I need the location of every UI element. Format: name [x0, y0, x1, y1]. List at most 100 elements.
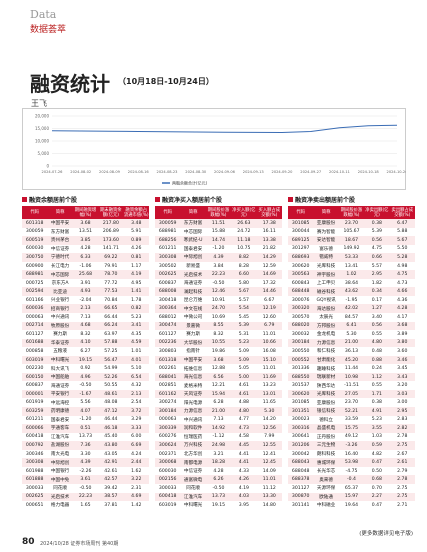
cell: 6.27: [80, 348, 91, 354]
cell: 13.38: [256, 236, 282, 245]
table-row: 688012 中微公司 10.69 5.45 12.60: [155, 313, 282, 322]
cell: 银信科技: [313, 407, 339, 416]
cell: 正丹股份: [316, 434, 336, 440]
cell: -0.50: [79, 383, 92, 389]
table-row: 000725 京东方A 3.91 77.72 4.95: [22, 279, 149, 288]
column-header: 代码: [22, 206, 48, 219]
cell: 4.82: [371, 451, 382, 457]
cell: 2.95: [364, 270, 390, 279]
cell: 5.23: [371, 417, 382, 423]
cell: 11.01: [262, 331, 276, 337]
cell: 2.71: [397, 502, 408, 508]
cell: 和仁科技: [316, 349, 336, 355]
cell: 14.29: [256, 253, 282, 262]
cell: 000063: [158, 417, 177, 423]
cell: 3.80: [389, 338, 415, 348]
cell: -11.51: [344, 383, 359, 389]
cell: 5.80: [238, 280, 249, 286]
table-row: 002625 光启技术 22.23 6.60 14.69: [155, 270, 282, 279]
cell: 15.97: [338, 492, 365, 502]
cell: 2.78: [389, 475, 415, 484]
cell: 600418: [155, 492, 181, 502]
table-row: 002230 科大讯飞 0.92 54.99 5.10: [22, 364, 149, 373]
cell: 4.61: [238, 383, 249, 389]
cell: 11.65: [262, 400, 276, 406]
cell: 18.28: [205, 458, 232, 467]
cell: 比亚迪: [47, 287, 73, 296]
cell: -1.20: [79, 417, 92, 423]
cell: 688012: [158, 314, 177, 320]
cell: 拓维信息: [183, 366, 203, 372]
table-title: 融资余额居前个股: [22, 196, 149, 206]
cell: 中国船舶: [47, 372, 73, 382]
cell: 600030: [25, 246, 44, 252]
cell: 东方财富: [50, 229, 70, 235]
column-header: 卖出额占成交额(%): [389, 206, 415, 219]
cell: 688043: [288, 458, 314, 467]
cell: 天源环保: [316, 486, 336, 492]
cell: 300033: [25, 485, 44, 491]
cell: 002230: [25, 366, 44, 372]
cell: -1.95: [345, 297, 358, 303]
cell: 8.28: [238, 263, 249, 269]
cell: 69.22: [98, 253, 124, 262]
cell: 晶盛机电: [313, 424, 339, 433]
table-row: 300803 指南针 19.86 5.09 16.08: [155, 347, 282, 356]
cell: 中远海控: [50, 400, 70, 406]
cell: 300750: [22, 253, 48, 262]
table-row: 300308 中际旭创 4.39 8.82 14.29: [155, 253, 282, 262]
section-cn: 数据荟萃: [30, 25, 67, 35]
cell: 688550: [288, 372, 314, 382]
cell: 4.33: [238, 468, 249, 474]
cell: 42.57: [98, 475, 124, 484]
cell: 601888: [22, 475, 48, 484]
cell: 6.26: [205, 475, 232, 484]
cell: 13.73: [205, 492, 232, 502]
table-row: 601211 国泰君安 -1.20 46.44 3.29: [22, 416, 149, 425]
table-row: 601166 兴业银行 -2.04 70.84 1.78: [22, 296, 149, 305]
x-tick-label: 2024-08-02: [70, 170, 91, 174]
table-row: 688981 中芯国际 25.68 78.70 4.19: [22, 270, 149, 279]
cell: 方邦股份: [313, 321, 339, 331]
cell: 7.13: [213, 417, 224, 423]
cell: 5.09: [231, 355, 257, 365]
cell: 6.28: [213, 400, 224, 406]
table-row: 601127 赛力斯 8.32 5.31 11.01: [155, 330, 282, 339]
cell: 1.03: [371, 434, 382, 440]
date-range: （10月18日-10月24日）: [118, 77, 214, 86]
cell: 601988: [25, 468, 44, 474]
cell: 37.81: [104, 502, 118, 508]
cell: 中科曙光: [47, 355, 73, 365]
table-row: 300620 光库科技 27.05 1.71 3.03: [288, 389, 415, 399]
table-row: 002625 光启技术 22.23 38.57 4.69: [22, 492, 149, 502]
cell: 601162: [155, 389, 181, 399]
table-row: 301141 中科磁业 19.64 0.47 2.71: [288, 501, 415, 510]
cell: 77.53: [98, 287, 124, 296]
table-row: 300339 润和软件 14.92 4.73 12.56: [155, 424, 282, 433]
cell: 52.21: [338, 407, 365, 416]
cell: 39.42: [104, 485, 118, 491]
cell: 甘肃能化: [313, 355, 339, 365]
cell: 49.12: [344, 434, 359, 440]
cell: -2.04: [79, 297, 92, 303]
cell: 14.74: [205, 236, 232, 245]
cell: 1.01: [131, 348, 142, 354]
cell: 2.61: [389, 458, 415, 467]
cell: 688020: [288, 321, 314, 331]
table-row: 688020 方邦股份 6.41 0.56 3.68: [288, 321, 415, 331]
cell: -1.67: [72, 389, 99, 399]
cell: 中科磁业: [316, 503, 336, 509]
table-row: 300570 太辰光 84.57 3.40 4.17: [288, 313, 415, 322]
cell: 300474: [155, 321, 181, 331]
cell: 16.08: [262, 348, 276, 354]
cell: 24.70: [205, 304, 232, 314]
cell: 600036: [22, 304, 48, 314]
table-row: 688041 海光信息 6.56 5.00 11.69: [155, 372, 282, 382]
cell: 54.99: [104, 366, 118, 372]
table-row: 601127 赛力斯 8.32 63.97 4.35: [22, 330, 149, 339]
cell: 17.32: [262, 280, 276, 286]
cell: 65.37: [344, 485, 359, 491]
cell: -4.75: [345, 468, 358, 474]
cell: 4.01: [123, 355, 149, 365]
cell: 300059: [25, 229, 44, 235]
